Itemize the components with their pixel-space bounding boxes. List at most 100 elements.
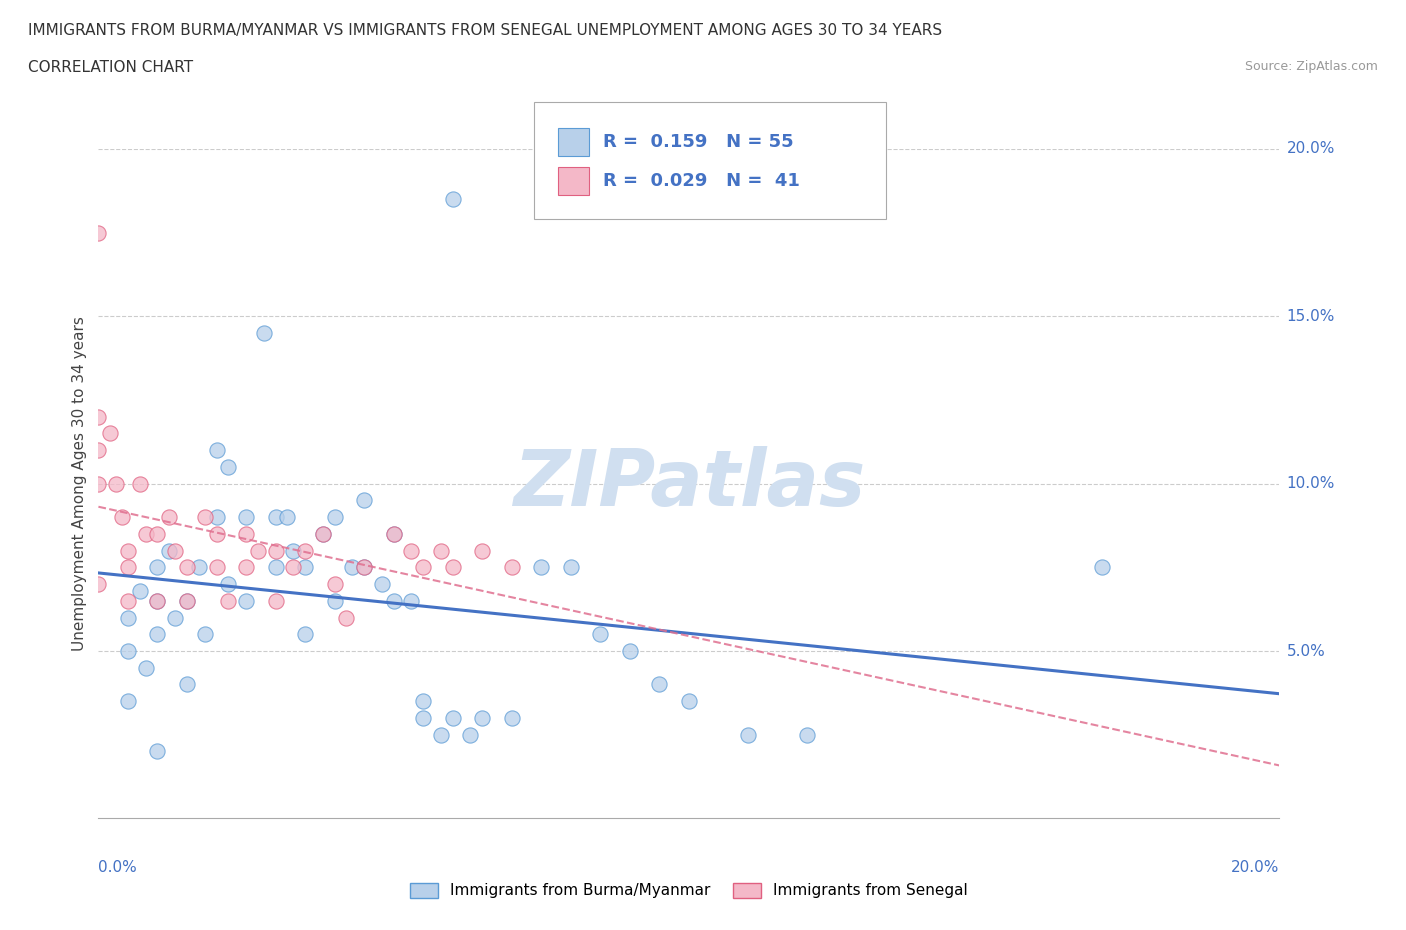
Point [235, 510, 257, 525]
Text: R =  0.029   N =  41: R = 0.029 N = 41 [603, 172, 800, 191]
Point [294, 560, 316, 575]
Point [165, 543, 187, 558]
Point [105, 476, 128, 491]
Point [401, 593, 423, 608]
Point [441, 192, 464, 206]
Point [323, 593, 346, 608]
Point [441, 711, 464, 725]
Point [146, 593, 169, 608]
Point [501, 560, 523, 575]
Point [205, 526, 228, 541]
Text: 5.0%: 5.0% [1286, 644, 1326, 658]
Point [176, 593, 198, 608]
Point [111, 510, 134, 525]
Point [87, 577, 110, 591]
Point [530, 560, 553, 575]
Point [678, 694, 700, 709]
Point [176, 560, 198, 575]
Point [401, 543, 423, 558]
Point [1091, 560, 1114, 575]
Point [117, 694, 139, 709]
Point [430, 543, 453, 558]
Point [87, 225, 110, 240]
Point [353, 560, 375, 575]
Point [217, 577, 239, 591]
Point [264, 560, 287, 575]
Text: 15.0%: 15.0% [1286, 309, 1334, 324]
Point [323, 577, 346, 591]
Point [737, 727, 759, 742]
Text: CORRELATION CHART: CORRELATION CHART [28, 60, 193, 75]
Point [430, 727, 453, 742]
Point [205, 510, 228, 525]
Point [135, 660, 157, 675]
Point [87, 476, 110, 491]
Point [235, 593, 257, 608]
Point [87, 409, 110, 424]
Point [283, 543, 305, 558]
Point [501, 711, 523, 725]
Text: 20.0%: 20.0% [1232, 860, 1279, 875]
Point [235, 526, 257, 541]
Point [194, 627, 217, 642]
Point [335, 610, 357, 625]
Point [312, 526, 335, 541]
Point [128, 476, 150, 491]
Point [276, 510, 298, 525]
Point [471, 711, 494, 725]
Point [176, 593, 198, 608]
Point [264, 543, 287, 558]
Point [146, 627, 169, 642]
Point [619, 644, 641, 658]
Point [648, 677, 671, 692]
Point [117, 593, 139, 608]
Point [560, 560, 582, 575]
Point [135, 526, 157, 541]
Point [117, 644, 139, 658]
Point [412, 711, 434, 725]
Point [471, 543, 494, 558]
Point [294, 543, 316, 558]
Point [146, 593, 169, 608]
Point [371, 577, 394, 591]
Point [412, 694, 434, 709]
Point [246, 543, 269, 558]
Point [157, 543, 180, 558]
Text: R =  0.159   N = 55: R = 0.159 N = 55 [603, 133, 794, 152]
Point [146, 560, 169, 575]
Point [146, 526, 169, 541]
Point [382, 526, 405, 541]
Point [176, 677, 198, 692]
Point [98, 426, 121, 441]
Point [412, 560, 434, 575]
Point [194, 510, 217, 525]
Point [323, 510, 346, 525]
Point [460, 727, 482, 742]
Point [589, 627, 612, 642]
Y-axis label: Unemployment Among Ages 30 to 34 years: Unemployment Among Ages 30 to 34 years [72, 316, 87, 651]
Text: 20.0%: 20.0% [1286, 141, 1334, 156]
Point [382, 526, 405, 541]
Point [165, 610, 187, 625]
Point [342, 560, 364, 575]
Point [217, 593, 239, 608]
Point [117, 543, 139, 558]
Point [283, 560, 305, 575]
Point [294, 627, 316, 642]
Point [187, 560, 209, 575]
Legend: Immigrants from Burma/Myanmar, Immigrants from Senegal: Immigrants from Burma/Myanmar, Immigrant… [404, 877, 974, 905]
Point [353, 560, 375, 575]
Point [117, 610, 139, 625]
Point [87, 443, 110, 458]
Point [312, 526, 335, 541]
Point [253, 326, 276, 340]
Point [205, 560, 228, 575]
Point [117, 560, 139, 575]
Point [157, 510, 180, 525]
Point [146, 744, 169, 759]
Point [128, 583, 150, 598]
Point [353, 493, 375, 508]
Point [382, 593, 405, 608]
Point [235, 560, 257, 575]
Text: 10.0%: 10.0% [1286, 476, 1334, 491]
